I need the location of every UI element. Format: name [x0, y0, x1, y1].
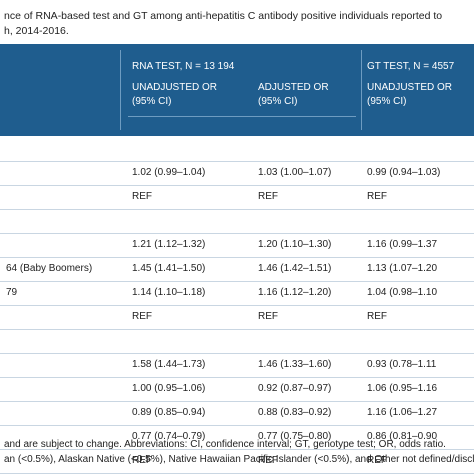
- caption-line-2: h, 2014-2016.: [4, 25, 69, 37]
- rna-adjusted-value: 1.46 (1.42–1.51): [258, 263, 332, 274]
- rna-adjusted-value: 1.16 (1.12–1.20): [258, 287, 332, 298]
- rna-unadjusted-value: 1.02 (0.99–1.04): [132, 167, 206, 178]
- table-row: 1.00 (0.95–1.06) 0.92 (0.87–0.97) 1.06 (0.…: [0, 377, 474, 402]
- gt-unadjusted-value: 0.99 (0.94–1.03): [367, 167, 441, 178]
- footnote-line-1: and are subject to change. Abbreviations…: [4, 439, 446, 450]
- gt-unadjusted-value: REF: [367, 191, 387, 202]
- rna-unadjusted-header: UNADJUSTED OR: [132, 82, 218, 93]
- footnote-line-2: an (<0.5%), Alaskan Native (<0.5%), Nati…: [4, 454, 474, 465]
- rna-unadjusted-value: REF: [132, 455, 152, 466]
- gt-unadjusted-ci-header: (95% CI): [367, 96, 407, 107]
- rna-unadjusted-value: 1.58 (1.44–1.73): [132, 359, 206, 370]
- table-row: [0, 329, 474, 354]
- table-row: REF REF REF: [0, 185, 474, 210]
- table-row: [0, 137, 474, 162]
- rna-adjusted-value: 1.46 (1.33–1.60): [258, 359, 332, 370]
- rna-unadjusted-value: 0.89 (0.85–0.94): [132, 407, 206, 418]
- rna-adjusted-header: ADJUSTED OR: [258, 82, 329, 93]
- gt-unadjusted-value: 0.93 (0.78–1.11: [367, 359, 437, 370]
- header-rule: [128, 116, 356, 117]
- gt-unadjusted-value: 0.86 (0.81–0.90: [367, 431, 438, 442]
- table-row: 0.89 (0.85–0.94) 0.88 (0.83–0.92) 1.16 (1.…: [0, 401, 474, 426]
- table-row: [0, 209, 474, 234]
- rna-unadjusted-ci-header: (95% CI): [132, 96, 172, 107]
- rna-adjusted-value: 0.88 (0.83–0.92): [258, 407, 332, 418]
- table-row: 1.21 (1.12–1.32) 1.20 (1.10–1.30) 1.16 (0.…: [0, 233, 474, 258]
- rna-adjusted-ci-header: (95% CI): [258, 96, 298, 107]
- header-divider: [120, 50, 121, 130]
- caption-line-1: nce of RNA-based test and GT among anti-…: [4, 10, 443, 22]
- gt-unadjusted-value: REF: [367, 311, 387, 322]
- gt-unadjusted-value: 1.13 (1.07–1.20: [367, 263, 438, 274]
- rna-adjusted-value: REF: [258, 191, 278, 202]
- gt-unadjusted-value: 1.16 (1.06–1.27: [367, 407, 438, 418]
- gt-unadjusted-header: UNADJUSTED OR: [367, 82, 453, 93]
- table-row: 1.58 (1.44–1.73) 1.46 (1.33–1.60) 0.93 (0.…: [0, 353, 474, 378]
- table-row: 79 1.14 (1.10–1.18) 1.16 (1.12–1.20) 1.04 (…: [0, 281, 474, 306]
- gt-unadjusted-value: 1.16 (0.99–1.37: [367, 239, 438, 250]
- table-row: 1.02 (0.99–1.04) 1.03 (1.00–1.07) 0.99 (0.…: [0, 161, 474, 186]
- rna-adjusted-value: 1.20 (1.10–1.30): [258, 239, 332, 250]
- rna-test-header: RNA TEST, N = 13 194: [132, 61, 235, 72]
- rna-adjusted-value: REF: [258, 455, 278, 466]
- rna-adjusted-value: REF: [258, 311, 278, 322]
- gt-unadjusted-value: 1.04 (0.98–1.10: [367, 287, 438, 298]
- gt-test-header: GT TEST, N = 4557: [367, 61, 455, 72]
- rna-adjusted-value: 0.92 (0.87–0.97): [258, 383, 332, 394]
- rna-unadjusted-value: 0.77 (0.74–0.79): [132, 431, 206, 442]
- gt-unadjusted-value: 1.06 (0.95–1.16: [367, 383, 438, 394]
- rna-adjusted-value: 0.77 (0.75–0.80): [258, 431, 332, 442]
- table-row: 64 (Baby Boomers) 1.45 (1.41–1.50) 1.46 (1…: [0, 257, 474, 282]
- rna-unadjusted-value: 1.14 (1.10–1.18): [132, 287, 206, 298]
- table-row: 0.77 (0.74–0.79) 0.77 (0.75–0.80) 0.86 (0.…: [0, 425, 474, 450]
- rna-adjusted-value: 1.03 (1.00–1.07): [258, 167, 332, 178]
- rna-unadjusted-value: 1.00 (0.95–1.06): [132, 383, 206, 394]
- table-row: REF REF REF: [0, 305, 474, 330]
- row-label: 79: [6, 287, 18, 298]
- gt-unadjusted-value: REF: [367, 455, 387, 466]
- table-header: RNA TEST, N = 13 194 GT TEST, N = 4557 U…: [0, 44, 474, 136]
- rna-unadjusted-value: 1.45 (1.41–1.50): [132, 263, 206, 274]
- header-divider: [361, 50, 362, 130]
- rna-unadjusted-value: REF: [132, 311, 152, 322]
- row-label: 64 (Baby Boomers): [6, 263, 93, 274]
- rna-unadjusted-value: REF: [132, 191, 152, 202]
- rna-unadjusted-value: 1.21 (1.12–1.32): [132, 239, 206, 250]
